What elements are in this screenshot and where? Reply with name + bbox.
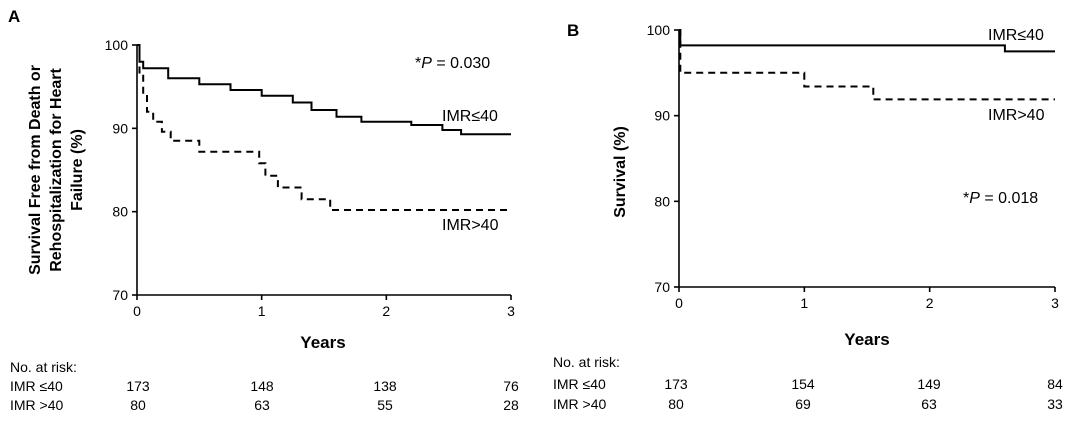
- panel-a-risk-cell: 80: [130, 397, 146, 413]
- panel-a-legend-imr-gt-40: IMR>40: [442, 217, 499, 234]
- panel-b-risk-cell: 154: [791, 376, 815, 392]
- panel-b-y-tick-label: 100: [647, 22, 671, 38]
- panel-a-curve-imr-gt-40: [137, 44, 511, 211]
- panel-b-risk-table: No. at risk: IMR ≤40 IMR >40 173 154 149…: [553, 354, 1063, 412]
- panel-b-risk-row-label: IMR ≤40: [553, 376, 606, 392]
- panel-b-y-tick-label: 70: [654, 279, 670, 295]
- panel-b-risk-cell: 149: [917, 376, 941, 392]
- panel-b-axes: 70 80 90 100 0 1 2 3: [647, 22, 1059, 311]
- panel-b-risk-cell: 80: [668, 396, 684, 412]
- panel-a-risk-row-label: IMR ≤40: [10, 378, 63, 394]
- panel-a-risk-cell: 173: [126, 378, 150, 394]
- panel-b-x-tick-label: 1: [800, 295, 808, 311]
- panel-a-letter: A: [8, 7, 20, 26]
- panel-a-y-tick-label: 90: [112, 120, 128, 136]
- panel-a-axes: 70 80 90 100 0 1 2 3: [105, 37, 515, 319]
- panel-b-risk-cell: 173: [664, 376, 688, 392]
- panel-a: A Survival Free from Death or Rehospital…: [8, 7, 519, 413]
- panel-b-risk-cell: 84: [1047, 376, 1063, 392]
- panel-a-ylabel-line-3: Failure (%): [69, 129, 86, 211]
- panel-a-risk-cell: 55: [377, 397, 393, 413]
- panel-a-xlabel: Years: [300, 333, 345, 352]
- panel-a-risk-table: No. at risk: IMR ≤40 IMR >40 173 148 138…: [10, 359, 519, 413]
- panel-a-x-tick-label: 0: [133, 303, 141, 319]
- panel-a-curves: [137, 44, 511, 211]
- panel-b-risk-row-label: IMR >40: [553, 396, 607, 412]
- panel-b-curves: [679, 29, 1055, 101]
- panel-a-risk-title: No. at risk:: [10, 359, 77, 375]
- panel-a-y-tick-label: 70: [112, 287, 128, 303]
- panel-a-risk-cell: 148: [250, 378, 274, 394]
- panel-b-y-tick-label: 90: [654, 108, 670, 124]
- panel-b-x-tick-label: 3: [1051, 295, 1059, 311]
- panel-b-risk-cell: 63: [921, 396, 937, 412]
- panel-b: B Survival (%) 70 80 90 100 0 1 2 3 IMR≤40 IMR>…: [553, 21, 1063, 412]
- panel-a-legend-imr-le-40: IMR≤40: [442, 108, 498, 125]
- panel-b-x-tick-label: 0: [675, 295, 683, 311]
- panel-a-risk-cell: 138: [373, 378, 397, 394]
- panel-b-x-tick-label: 2: [926, 295, 934, 311]
- panel-a-risk-row-label: IMR >40: [10, 397, 64, 413]
- panel-b-risk-cell: 33: [1047, 396, 1063, 412]
- panel-b-p-value: *P = 0.018: [963, 190, 1038, 207]
- panel-a-p-value: *P = 0.030: [415, 55, 490, 72]
- panel-b-legend-imr-le-40: IMR≤40: [988, 27, 1044, 44]
- panel-a-ylabel-line-1: Survival Free from Death or: [27, 65, 44, 275]
- panel-a-x-tick-label: 1: [258, 303, 266, 319]
- panel-b-letter: B: [567, 21, 579, 40]
- panel-a-x-tick-label: 2: [382, 303, 390, 319]
- panel-a-x-tick-label: 3: [507, 303, 515, 319]
- panel-b-y-tick-label: 80: [654, 193, 670, 209]
- panel-a-ylabel: Survival Free from Death or Rehospitaliz…: [27, 65, 86, 275]
- panel-a-curve-imr-le-40: [137, 44, 511, 136]
- panel-b-risk-title: No. at risk:: [553, 354, 620, 370]
- panel-a-risk-cell: 28: [503, 397, 519, 413]
- panel-b-xlabel: Years: [844, 330, 889, 349]
- panel-b-curve-imr-gt-40: [679, 29, 1055, 101]
- panel-b-risk-cell: 69: [795, 396, 811, 412]
- panel-a-y-tick-label: 80: [112, 204, 128, 220]
- panel-a-y-tick-label: 100: [105, 37, 129, 53]
- panel-b-legend-imr-gt-40: IMR>40: [988, 107, 1045, 124]
- panel-a-ylabel-line-2: Rehospitalization for Heart: [48, 68, 65, 272]
- panel-a-risk-cell: 76: [503, 378, 519, 394]
- panel-b-ylabel: Survival (%): [612, 126, 629, 218]
- panel-a-risk-cell: 63: [254, 397, 270, 413]
